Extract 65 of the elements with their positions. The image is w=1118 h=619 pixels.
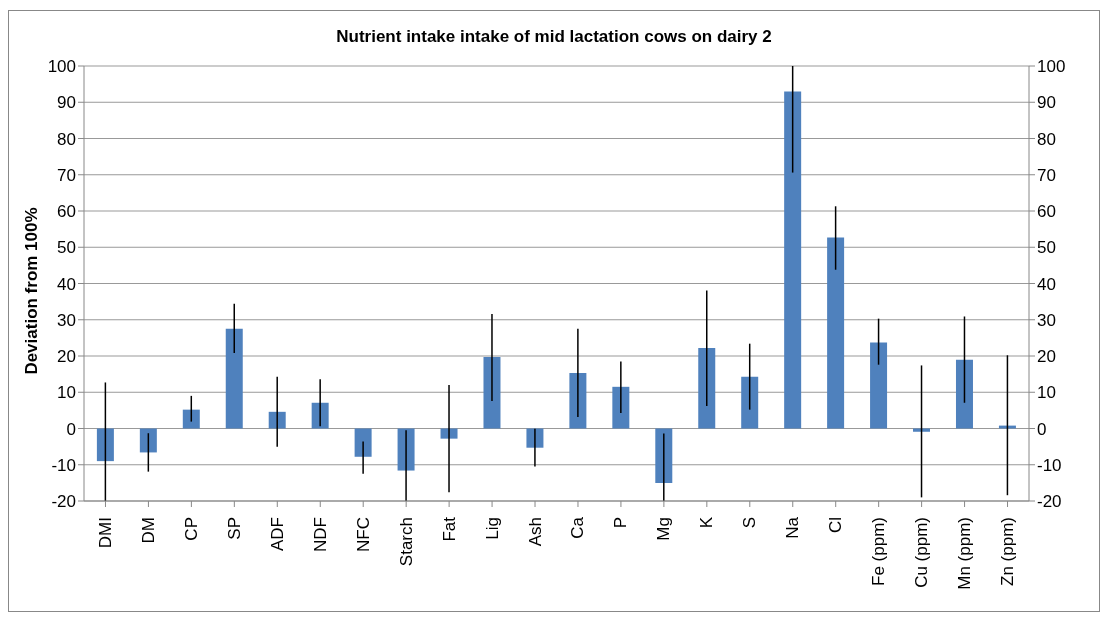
x-tick-label: NDF — [310, 517, 330, 552]
bar — [139, 428, 157, 453]
y2-tick-label: -20 — [1037, 492, 1062, 512]
y-tick-label: 10 — [57, 383, 76, 403]
x-tick-label: NFC — [353, 517, 373, 552]
y-tick-label: 50 — [57, 238, 76, 258]
bar — [96, 428, 114, 462]
x-tick-label: Cu (ppm) — [912, 517, 932, 588]
bar — [569, 373, 587, 429]
x-tick-label: Ca — [568, 516, 588, 539]
bar — [225, 328, 243, 429]
y2-tick-label: 40 — [1037, 274, 1056, 294]
y-tick-label: 30 — [57, 310, 76, 330]
bar — [870, 342, 888, 429]
x-tick-label: SP — [224, 517, 244, 540]
x-tick-label: Na — [783, 516, 803, 539]
chart-title: Nutrient intake intake of mid lactation cows on dairy 2 — [335, 27, 773, 47]
y2-tick-label: 50 — [1037, 238, 1056, 258]
y2-tick-label: 80 — [1037, 129, 1056, 149]
y2-tick-label: 10 — [1037, 383, 1056, 403]
x-tick-label: Zn (ppm) — [998, 517, 1018, 586]
y2-tick-label: -10 — [1037, 455, 1062, 475]
x-tick-label: Starch — [396, 517, 416, 567]
y-tick-label: -20 — [51, 492, 76, 512]
x-tick-label: DM — [138, 517, 158, 544]
x-tick-label: DMI — [95, 517, 115, 549]
y2-tick-label: 70 — [1037, 165, 1056, 185]
bar — [354, 428, 372, 457]
x-tick-label: Fat — [439, 516, 459, 542]
x-tick-label: Mg — [654, 517, 674, 541]
y2-tick-label: 90 — [1037, 93, 1056, 113]
x-tick-label: CP — [181, 517, 201, 541]
y-tick-label: 100 — [47, 57, 76, 77]
x-tick-label: Ash — [525, 517, 545, 547]
x-tick-label: Fe (ppm) — [869, 517, 889, 586]
bar — [741, 376, 759, 429]
bar — [483, 357, 501, 429]
y2-tick-label: 100 — [1037, 57, 1066, 77]
y-tick-label: 90 — [57, 93, 76, 113]
x-tick-label: Mn (ppm) — [955, 517, 975, 590]
y-axis-title: Deviation from 100% — [22, 207, 42, 375]
bar — [612, 386, 630, 429]
y2-tick-label: 60 — [1037, 202, 1056, 222]
x-tick-label: S — [740, 517, 760, 529]
bar — [182, 409, 200, 429]
y-tick-label: 80 — [57, 129, 76, 149]
y2-tick-label: 30 — [1037, 310, 1056, 330]
bar — [698, 348, 716, 429]
bar — [827, 237, 845, 429]
y-tick-label: 0 — [66, 419, 76, 439]
x-tick-label: K — [697, 516, 717, 529]
y2-tick-label: 20 — [1037, 347, 1056, 367]
y-tick-label: 60 — [57, 202, 76, 222]
x-tick-label: ADF — [267, 517, 287, 551]
x-tick-label: Lig — [482, 517, 502, 540]
y-tick-label: 20 — [57, 347, 76, 367]
y-tick-label: 70 — [57, 165, 76, 185]
bar — [955, 359, 973, 429]
x-tick-label: Cl — [826, 517, 846, 534]
y2-tick-label: 0 — [1037, 419, 1047, 439]
bar — [998, 425, 1016, 429]
y-tick-label: 40 — [57, 274, 76, 294]
x-tick-label: P — [611, 517, 631, 529]
y-tick-label: -10 — [51, 455, 76, 475]
bar — [784, 91, 802, 429]
